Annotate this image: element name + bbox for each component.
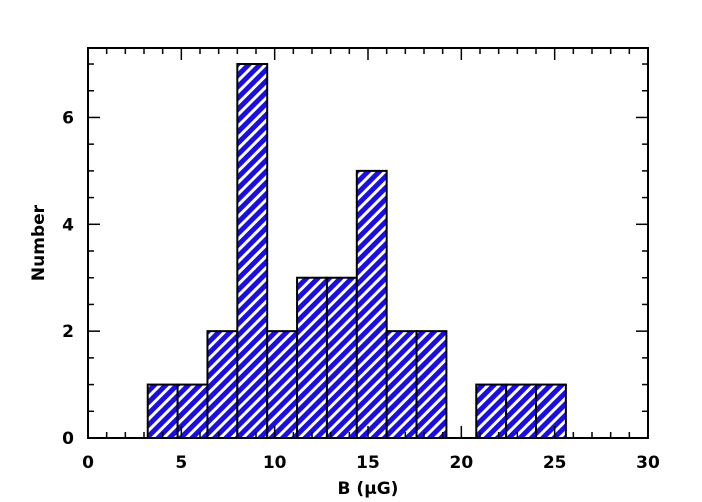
histogram-bar-0 <box>146 383 179 440</box>
histogram-bar-11 <box>505 383 537 440</box>
histogram-bar-12 <box>535 383 567 440</box>
x-tick-label: 20 <box>449 453 473 473</box>
x-tick-label: 25 <box>543 453 567 473</box>
ticks-layer <box>87 48 649 439</box>
x-tick-label: 0 <box>82 453 94 473</box>
histogram-bar-9 <box>415 330 448 440</box>
y-tick-label: 4 <box>62 215 74 235</box>
x-tick-label: 30 <box>636 453 660 473</box>
x-axis-label: B (μG) <box>338 479 399 499</box>
x-tick-label: 10 <box>263 453 287 473</box>
tick-labels-layer: 0 5 10 15 20 25 30 0 2 4 6 <box>62 108 660 473</box>
x-tick-label: 15 <box>356 453 380 473</box>
histogram-bar-3 <box>236 63 269 439</box>
y-axis-label: Number <box>29 204 49 281</box>
histogram-bar-4 <box>266 330 299 440</box>
y-tick-label: 0 <box>62 429 74 449</box>
bars-layer <box>146 63 567 440</box>
histogram-bar-6 <box>325 276 358 439</box>
histogram-bar-5 <box>296 276 328 439</box>
histogram-bar-8 <box>385 330 418 440</box>
histogram-bar-2 <box>206 330 239 440</box>
y-tick-label: 6 <box>62 108 74 128</box>
histogram-bar-10 <box>475 383 508 440</box>
y-tick-label: 2 <box>62 322 74 342</box>
histogram-bar-7 <box>355 169 388 439</box>
x-tick-label: 5 <box>175 453 187 473</box>
